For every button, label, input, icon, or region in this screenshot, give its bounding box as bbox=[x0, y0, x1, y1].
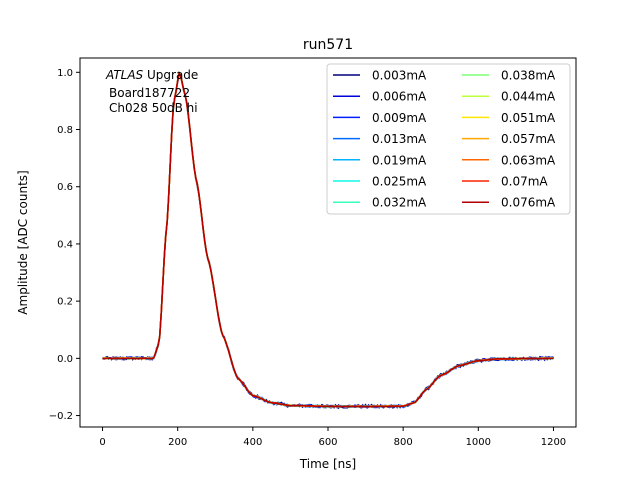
y-tick-label: 0.0 bbox=[57, 354, 73, 365]
legend-label: 0.044mA bbox=[501, 90, 556, 104]
annotation-rest: Upgrade bbox=[143, 68, 198, 82]
legend-label: 0.07mA bbox=[501, 175, 548, 189]
annotation-board: Board187722 bbox=[109, 86, 190, 100]
x-tick-label: 1200 bbox=[541, 437, 566, 448]
legend-label: 0.051mA bbox=[501, 111, 556, 125]
legend-label: 0.003mA bbox=[372, 69, 427, 83]
legend-label: 0.013mA bbox=[372, 132, 427, 146]
annotation-channel: Ch028 50dB hi bbox=[109, 101, 198, 115]
x-tick-label: 1000 bbox=[466, 437, 491, 448]
chart-title: run571 bbox=[303, 37, 353, 53]
x-tick-label: 600 bbox=[318, 437, 337, 448]
y-tick-label: 0.6 bbox=[57, 182, 73, 193]
legend-label: 0.038mA bbox=[501, 69, 556, 83]
x-axis-label: Time [ns] bbox=[299, 457, 356, 471]
x-tick-label: 400 bbox=[243, 437, 262, 448]
legend-label: 0.019mA bbox=[372, 153, 427, 167]
legend: 0.003mA 0.006mA 0.009mA 0.013mA 0.019mA 0.025… bbox=[327, 64, 570, 214]
legend-label: 0.006mA bbox=[372, 90, 427, 104]
y-tick-label: 0.8 bbox=[57, 125, 73, 136]
chart-figure: run571 0 200 400 600 800 1000 1200 −0.2 0.0 0.2 0… bbox=[0, 0, 640, 480]
annotation-italic: ATLAS bbox=[105, 68, 144, 82]
y-tick-label: 0.2 bbox=[57, 297, 73, 308]
legend-label: 0.063mA bbox=[501, 153, 556, 167]
x-tick-label: 0 bbox=[99, 437, 105, 448]
y-tick-label: 0.4 bbox=[57, 239, 73, 250]
y-axis-label: Amplitude [ADC counts] bbox=[16, 170, 30, 314]
legend-label: 0.076mA bbox=[501, 196, 556, 210]
legend-label: 0.057mA bbox=[501, 132, 556, 146]
svg-text:ATLAS Upgrade: ATLAS Upgrade bbox=[105, 68, 198, 82]
y-tick-label: −0.2 bbox=[49, 411, 73, 422]
y-tick-label: 1.0 bbox=[57, 68, 73, 79]
x-tick-label: 200 bbox=[168, 437, 187, 448]
legend-label: 0.009mA bbox=[372, 111, 427, 125]
x-tick-label: 800 bbox=[394, 437, 413, 448]
atlas-annotation: ATLAS Upgrade Board187722 Ch028 50dB hi bbox=[105, 68, 198, 115]
legend-label: 0.025mA bbox=[372, 175, 427, 189]
legend-label: 0.032mA bbox=[372, 196, 427, 210]
